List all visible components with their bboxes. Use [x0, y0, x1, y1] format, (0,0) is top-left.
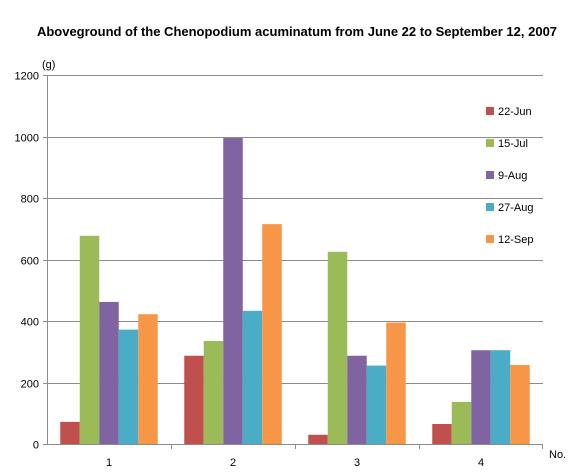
legend-label-27-Aug: 27-Aug [498, 202, 533, 214]
bar-12-Sep-cat-2 [262, 224, 282, 444]
chart-title: Aboveground of the Chenopodium acuminatu… [37, 24, 557, 39]
bar-15-Jul-cat-2 [203, 340, 224, 444]
legend-swatch-9-Aug [486, 171, 494, 179]
bar-27-Aug-cat-2 [242, 310, 263, 444]
bar-27-Aug-cat-4 [490, 350, 511, 444]
legend-swatch-12-Sep [486, 235, 494, 243]
x-axis-label: No. [549, 449, 566, 461]
bar-9-Aug-cat-4 [471, 350, 491, 444]
x-tick-label: 1 [106, 457, 112, 469]
legend-swatch-27-Aug [486, 203, 494, 211]
bar-9-Aug-cat-1 [99, 301, 119, 444]
y-tick-label: 1200 [15, 71, 39, 83]
bar-15-Jul-cat-1 [79, 235, 100, 444]
bars [60, 138, 530, 444]
bar-9-Aug-cat-3 [347, 355, 367, 444]
y-tick-label: 1000 [15, 133, 39, 145]
bar-9-Aug-cat-2 [223, 138, 243, 444]
legend-label-9-Aug: 9-Aug [498, 170, 527, 182]
x-tick-label: 2 [230, 457, 236, 469]
bar-22-Jun-cat-1 [60, 421, 80, 444]
y-tick-label: 0 [33, 440, 39, 452]
gridlines [47, 75, 543, 384]
bar-27-Aug-cat-1 [118, 329, 139, 444]
axes: 0 200 400 600 800 1000 1200 1 2 3 4 [15, 71, 543, 469]
bar-22-Jun-cat-2 [184, 355, 204, 444]
legend-swatch-22-Jun [486, 107, 494, 115]
y-tick-label: 800 [21, 194, 39, 206]
bar-12-Sep-cat-3 [386, 322, 406, 444]
legend-swatch-15-Jul [486, 139, 494, 147]
bar-22-Jun-cat-3 [308, 434, 328, 444]
bar-12-Sep-cat-4 [510, 364, 530, 444]
bar-27-Aug-cat-3 [366, 365, 387, 444]
y-tick-label: 200 [21, 379, 39, 391]
bar-12-Sep-cat-1 [138, 314, 158, 444]
legend: 22-Jun 15-Jul 9-Aug 27-Aug 12-Sep [486, 106, 533, 246]
legend-label-22-Jun: 22-Jun [498, 106, 532, 118]
y-tick-label: 400 [21, 317, 39, 329]
y-tick-label: 600 [21, 256, 39, 268]
x-tick-label: 3 [354, 457, 360, 469]
legend-label-12-Sep: 12-Sep [498, 234, 533, 246]
x-tick-label: 4 [478, 457, 484, 469]
bar-15-Jul-cat-3 [327, 251, 348, 444]
bar-22-Jun-cat-4 [432, 424, 452, 444]
legend-label-15-Jul: 15-Jul [498, 138, 528, 150]
bar-15-Jul-cat-4 [451, 401, 472, 444]
y-axis-unit-label: (g) [42, 59, 55, 71]
